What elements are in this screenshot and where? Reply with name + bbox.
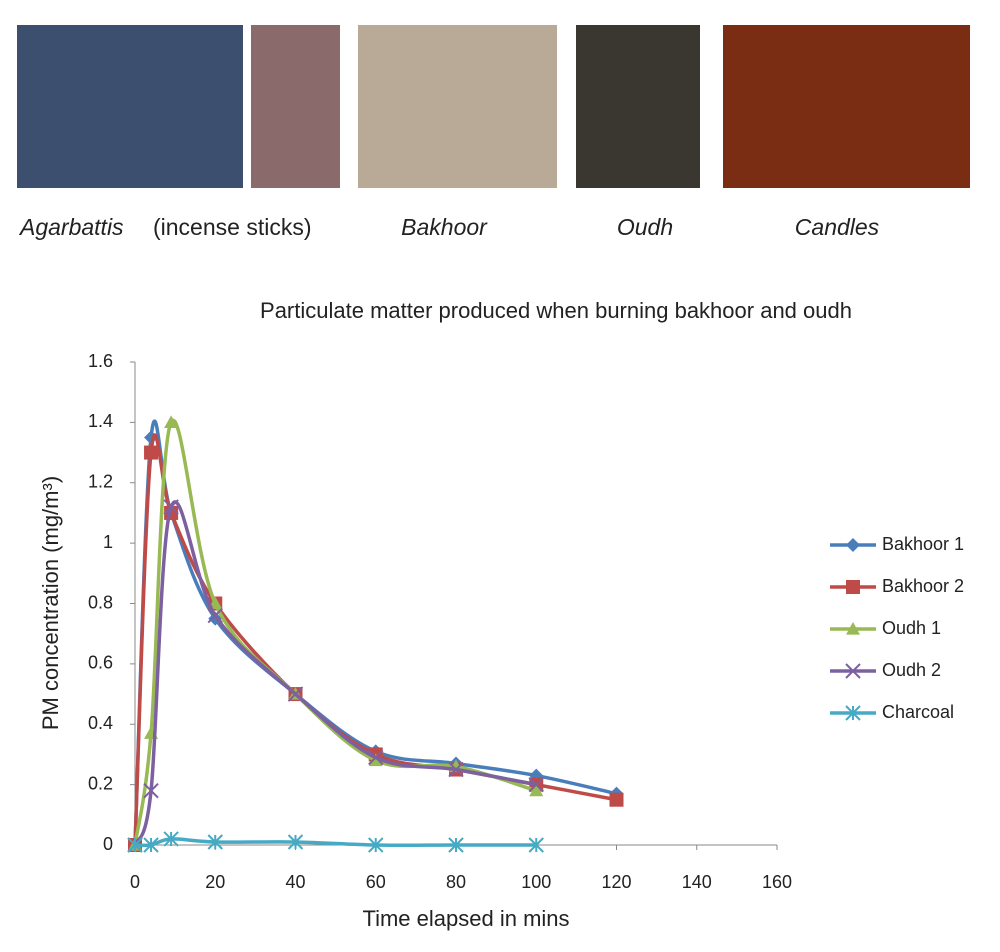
caption: Oudh <box>617 214 673 240</box>
legend-marker <box>846 622 860 635</box>
x-tick-label: 80 <box>446 872 466 892</box>
x-tick-label: 160 <box>762 872 792 892</box>
y-axis-label: PM concentration (mg/m³) <box>38 476 63 730</box>
data-point <box>448 761 464 778</box>
legend-marker <box>845 663 861 679</box>
legend-label: Bakhoor 1 <box>882 534 964 554</box>
legend-label: Oudh 2 <box>882 660 941 680</box>
data-point <box>163 499 179 515</box>
caption: (incense sticks) <box>153 214 311 240</box>
legend-label: Bakhoor 2 <box>882 576 964 596</box>
series-line <box>133 433 617 846</box>
data-point <box>143 837 159 853</box>
data-point <box>609 792 624 807</box>
data-point <box>368 753 383 767</box>
y-tick-label: 0.6 <box>88 653 113 673</box>
data-point <box>144 445 159 460</box>
x-tick-label: 140 <box>682 872 712 892</box>
x-axis-label: Time elapsed in mins <box>362 906 569 931</box>
legend-label: Oudh 1 <box>882 618 941 638</box>
y-tick-label: 0.8 <box>88 592 113 612</box>
chart-title: Particulate matter produced when burning… <box>260 298 852 323</box>
x-tick-label: 100 <box>521 872 551 892</box>
y-tick-label: 0 <box>103 834 113 854</box>
photo-candles <box>723 25 970 188</box>
photo-agarbattis <box>17 25 243 188</box>
data-point <box>368 749 384 766</box>
data-point <box>127 837 143 853</box>
photo-incense <box>251 25 340 188</box>
x-tick-label: 120 <box>601 872 631 892</box>
series-line <box>134 837 537 848</box>
legend-marker <box>846 538 860 552</box>
y-tick-label: 1.4 <box>88 411 113 431</box>
data-point <box>163 831 179 847</box>
x-tick-label: 0 <box>130 872 140 892</box>
legend-label: Charcoal <box>882 702 954 722</box>
data-point <box>528 776 544 793</box>
x-tick-label: 60 <box>366 872 386 892</box>
data-point <box>207 607 223 624</box>
series-line <box>133 418 537 846</box>
photo-oudh <box>576 25 700 188</box>
legend-marker <box>846 580 860 594</box>
data-point <box>143 782 159 799</box>
y-tick-label: 1.2 <box>88 472 113 492</box>
data-point <box>287 686 304 702</box>
photo-bakhoor <box>358 25 557 188</box>
y-tick-label: 0.2 <box>88 773 113 793</box>
data-point <box>529 783 544 797</box>
y-tick-label: 1 <box>103 532 113 552</box>
data-point <box>448 837 464 853</box>
caption: Agarbattis <box>18 214 124 240</box>
data-point <box>287 834 304 850</box>
data-point <box>528 837 544 853</box>
y-tick-label: 0.4 <box>88 713 113 733</box>
legend-marker <box>845 705 861 721</box>
series-line <box>133 419 617 846</box>
data-point <box>368 837 384 853</box>
caption: Candles <box>795 214 880 240</box>
x-tick-label: 20 <box>205 872 225 892</box>
series-line <box>133 500 537 846</box>
caption: Bakhoor <box>401 214 488 240</box>
y-tick-label: 1.6 <box>88 351 113 371</box>
x-tick-label: 40 <box>285 872 305 892</box>
data-point <box>164 415 179 428</box>
data-point <box>207 834 223 850</box>
